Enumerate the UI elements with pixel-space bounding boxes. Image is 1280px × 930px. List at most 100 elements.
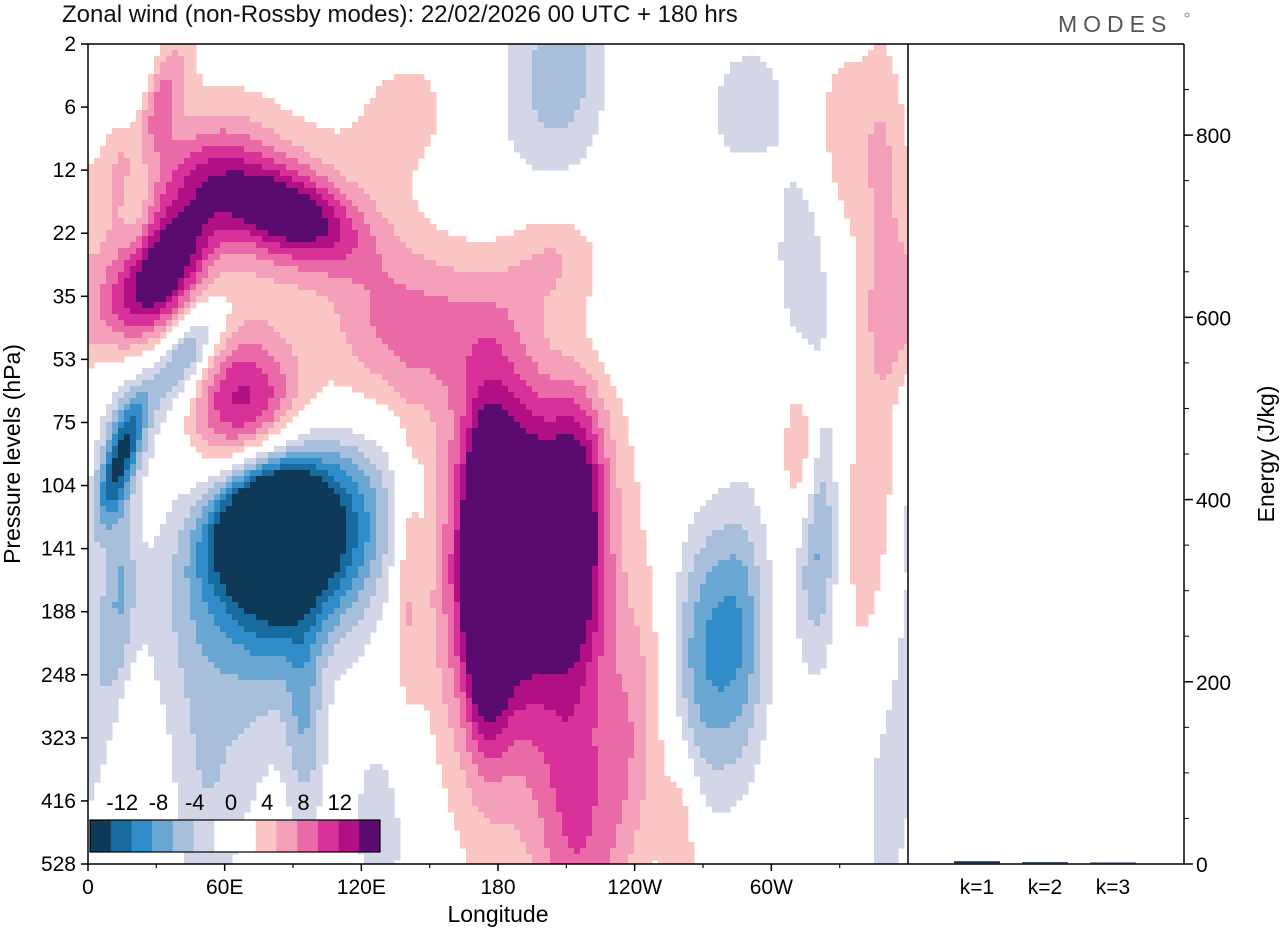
contour-cell <box>220 152 227 159</box>
contour-cell <box>406 392 413 399</box>
contour-cell <box>514 260 521 267</box>
contour-cell <box>298 176 305 183</box>
contour-cell <box>238 134 245 141</box>
contour-cell <box>118 290 125 297</box>
contour-cell <box>238 218 245 225</box>
contour-cell <box>418 140 425 147</box>
contour-cell <box>178 272 185 279</box>
contour-cell <box>130 230 137 237</box>
contour-cell <box>880 314 887 321</box>
contour-cell <box>238 224 245 231</box>
contour-cell <box>286 188 293 195</box>
contour-cell <box>340 368 347 375</box>
contour-cell <box>196 386 203 393</box>
contour-cell <box>202 200 209 207</box>
contour-cell <box>124 242 131 249</box>
contour-cell <box>874 344 881 351</box>
contour-cell <box>322 140 329 147</box>
contour-cell <box>148 338 155 345</box>
contour-cell <box>346 248 353 255</box>
contour-cell <box>154 74 161 81</box>
contour-cell <box>574 98 581 105</box>
contour-cell <box>514 50 521 57</box>
contour-cell <box>538 416 545 423</box>
contour-cell <box>394 308 401 315</box>
contour-cell <box>142 194 149 201</box>
contour-cell <box>358 302 365 309</box>
contour-cell <box>862 332 869 339</box>
contour-cell <box>442 332 449 339</box>
contour-cell <box>454 236 461 243</box>
contour-cell <box>166 206 173 213</box>
contour-cell <box>406 242 413 249</box>
contour-cell <box>106 308 113 315</box>
contour-cell <box>160 122 167 129</box>
contour-cell <box>256 332 263 339</box>
contour-cell <box>388 248 395 255</box>
contour-cell <box>556 68 563 75</box>
contour-cell <box>460 350 467 357</box>
contour-cell <box>364 104 371 111</box>
contour-cell <box>556 158 563 165</box>
contour-cell <box>346 272 353 279</box>
contour-cell <box>352 140 359 147</box>
contour-cell <box>406 272 413 279</box>
contour-cell <box>334 344 341 351</box>
contour-cell <box>514 326 521 333</box>
contour-cell <box>328 314 335 321</box>
contour-cell <box>568 302 575 309</box>
contour-cell <box>592 380 599 387</box>
contour-cell <box>136 260 143 267</box>
contour-cell <box>406 404 413 411</box>
contour-cell <box>802 224 809 231</box>
contour-cell <box>166 140 173 147</box>
contour-cell <box>592 128 599 135</box>
contour-cell <box>184 134 191 141</box>
contour-cell <box>880 374 887 381</box>
contour-cell <box>520 44 527 51</box>
contour-cell <box>544 92 551 99</box>
contour-cell <box>766 134 773 141</box>
contour-cell <box>232 314 239 321</box>
contour-cell <box>886 152 893 159</box>
contour-cell <box>436 380 443 387</box>
contour-cell <box>124 164 131 171</box>
contour-cell <box>550 296 557 303</box>
contour-cell <box>172 320 179 327</box>
contour-cell <box>526 74 533 81</box>
contour-cell <box>490 410 497 417</box>
contour-cell <box>394 230 401 237</box>
contour-cell <box>334 320 341 327</box>
contour-cell <box>394 332 401 339</box>
contour-cell <box>892 74 899 81</box>
contour-cell <box>574 398 581 405</box>
contour-cell <box>250 302 257 309</box>
contour-cell <box>346 302 353 309</box>
contour-cell <box>262 320 269 327</box>
contour-cell <box>550 410 557 417</box>
contour-cell <box>862 212 869 219</box>
contour-cell <box>100 176 107 183</box>
contour-cell <box>490 362 497 369</box>
contour-cell <box>106 260 113 267</box>
contour-cell <box>106 242 113 249</box>
contour-cell <box>556 116 563 123</box>
contour-cell <box>418 368 425 375</box>
contour-cell <box>130 200 137 207</box>
contour-cell <box>160 266 167 273</box>
contour-cell <box>808 326 815 333</box>
contour-cell <box>298 266 305 273</box>
contour-cell <box>898 368 905 375</box>
contour-cell <box>346 128 353 135</box>
contour-cell <box>586 86 593 93</box>
contour-cell <box>154 56 161 63</box>
contour-cell <box>292 218 299 225</box>
contour-cell <box>394 344 401 351</box>
contour-cell <box>526 80 533 87</box>
contour-cell <box>868 146 875 153</box>
contour-cell <box>244 266 251 273</box>
contour-cell <box>598 50 605 57</box>
contour-cell <box>580 80 587 87</box>
contour-cell <box>514 248 521 255</box>
contour-cell <box>100 416 107 423</box>
